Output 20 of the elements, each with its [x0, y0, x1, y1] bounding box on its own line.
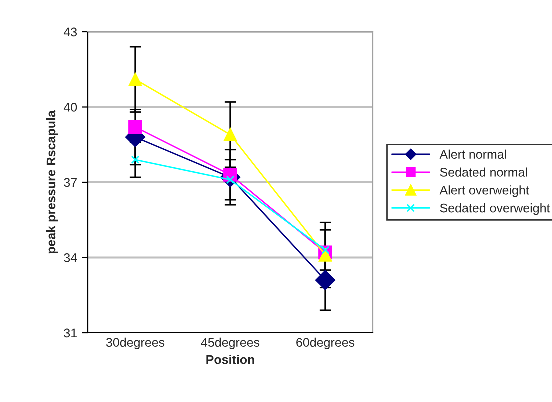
y-tick-label: 31 — [64, 328, 77, 338]
y-tick-label: 37 — [64, 178, 77, 188]
legend-label: Alert normal — [440, 150, 506, 159]
legend-label: Sedated normal — [440, 168, 528, 177]
point — [318, 248, 332, 262]
point — [128, 73, 142, 86]
y-axis-title: peak pressure Rscapula — [46, 110, 58, 254]
x-tick-label: 45degrees — [201, 338, 260, 350]
y-tick-label: 34 — [64, 254, 78, 262]
x-axis-title: Position — [206, 355, 254, 364]
legend-label: Alert overweight — [440, 186, 530, 198]
y-tick-label: 43 — [64, 28, 78, 37]
point — [315, 270, 336, 290]
x-tick-label: 30degrees — [106, 338, 165, 350]
point — [131, 156, 140, 164]
point — [224, 128, 238, 142]
y-tick-label: 40 — [64, 103, 78, 112]
x-tick-label: 60degrees — [296, 338, 355, 350]
point — [128, 120, 142, 134]
legend-label: Sedated overweight — [440, 204, 550, 216]
